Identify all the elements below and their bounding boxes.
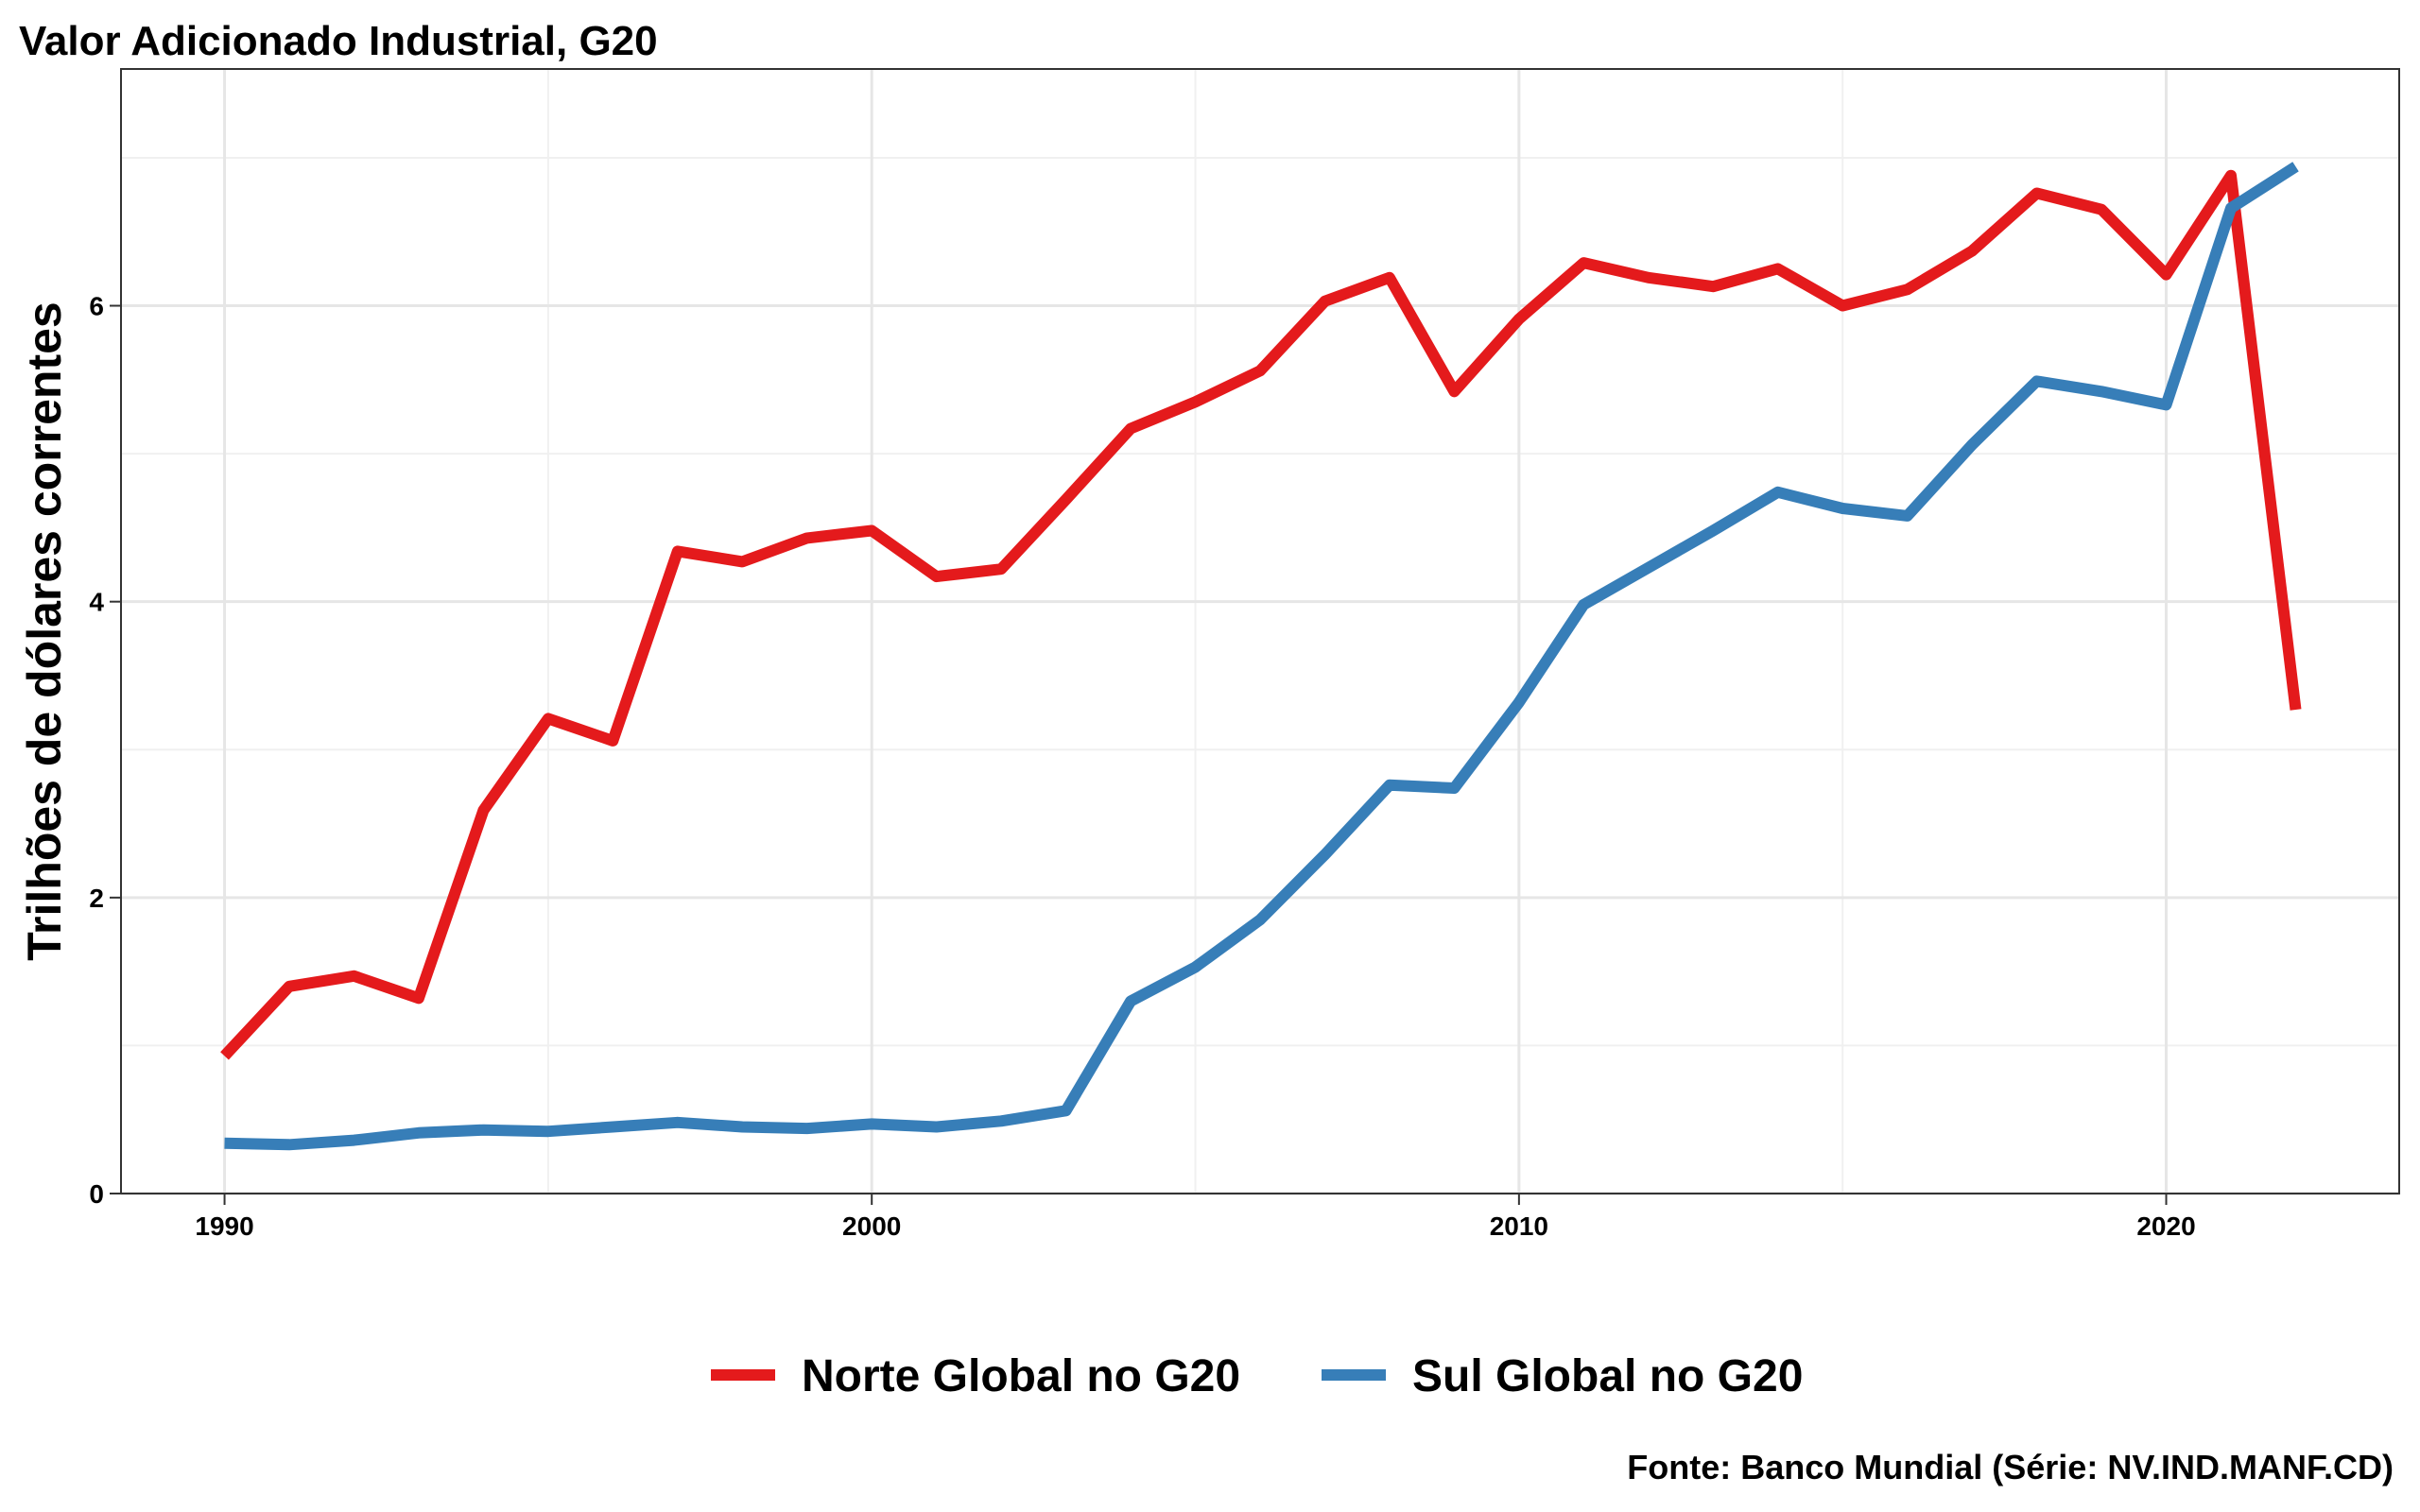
x-tick-label: 1990: [195, 1211, 253, 1241]
series-lines: [220, 162, 2302, 1151]
x-tick-label: 2000: [842, 1211, 901, 1241]
y-tick-label: 2: [89, 884, 104, 913]
series-line-norte-global: [220, 169, 2302, 1060]
grid: [121, 69, 2399, 1195]
y-tick-label: 4: [89, 588, 104, 617]
series-line-sul-global: [224, 162, 2299, 1151]
legend-label-sul-global: Sul Global no G20: [1412, 1351, 1803, 1401]
y-axis-label: Trilhões de dólares correntes: [18, 301, 71, 961]
axes: 1990 2000 2010 2020 0 2 4 6: [89, 292, 2195, 1241]
legend-label-norte-global: Norte Global no G20: [802, 1351, 1240, 1401]
y-tick-label: 6: [89, 292, 104, 321]
x-tick-label: 2020: [2136, 1211, 2195, 1241]
source-caption: Fonte: Banco Mundial (Série: NV.IND.MANF…: [1627, 1448, 2394, 1486]
plot-panel-border: [120, 68, 2400, 1194]
y-tick-label: 0: [89, 1179, 104, 1209]
chart-title: Valor Adicionado Industrial, G20: [19, 18, 658, 64]
x-tick-label: 2010: [1490, 1211, 1548, 1241]
legend: Norte Global no G20 Sul Global no G20: [711, 1351, 1803, 1401]
